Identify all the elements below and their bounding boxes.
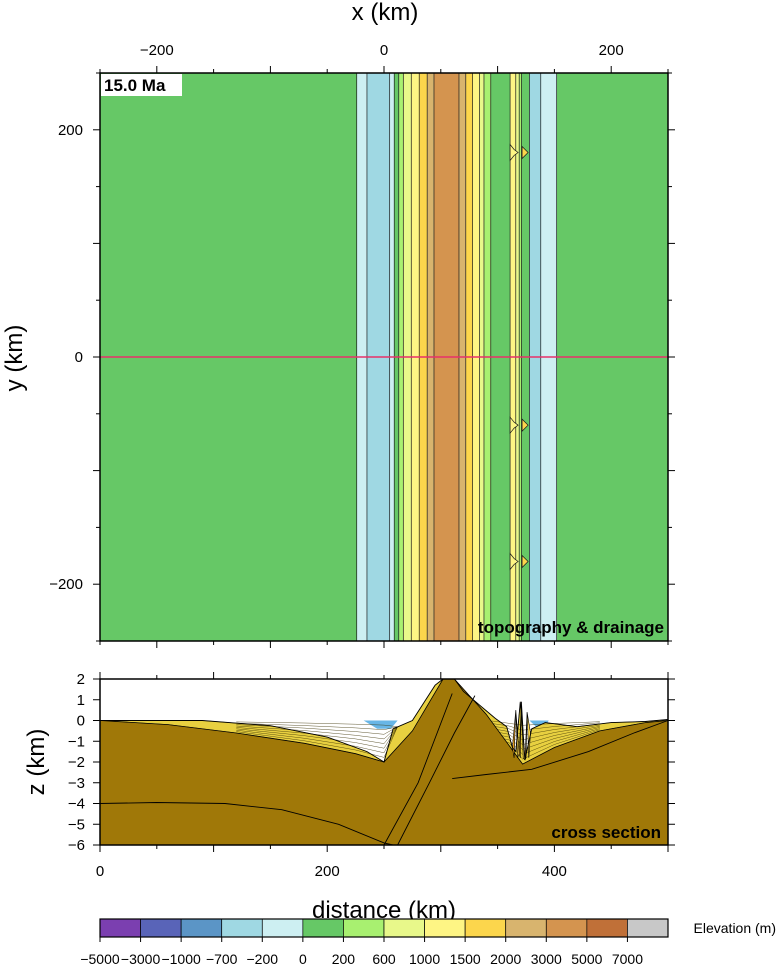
drainage-kink-0 [509, 143, 519, 162]
colorbar-tick-label-3: −700 [206, 951, 238, 966]
colorbar-swatch-5 [302, 918, 344, 938]
drainage-kink-1 [509, 416, 519, 435]
colorbar-tick-label-7: 600 [372, 951, 396, 966]
colorbar-swatch-8 [424, 918, 466, 938]
colorbar: −5000 −3000 −1000 −700 −200 0 200 600 1000 1500 20… [80, 918, 669, 966]
map-y-axis-title: y (km) [1, 325, 28, 392]
cross-section-title: cross section [551, 823, 661, 842]
moho-line-left [99, 802, 394, 846]
xs-y-tick-label-3: −1 [68, 733, 85, 750]
colorbar-swatch-9 [464, 918, 507, 938]
surface-line [100, 678, 669, 763]
colorbar-tick-label-1: −3000 [121, 951, 161, 966]
map-x-tick-label-1: 0 [380, 42, 388, 59]
xs-y-tick-label-1: 1 [77, 692, 85, 709]
colorbar-tick-label-2: −1000 [161, 951, 201, 966]
map-x-tick-label-2: 200 [599, 42, 624, 59]
colorbar-tick-label-0: −5000 [80, 951, 120, 966]
colorbar-swatch-12 [586, 918, 628, 938]
fault-outer [397, 695, 476, 846]
xs-y-tick-label-6: −4 [68, 796, 85, 813]
xs-y-tick-label-0: 2 [77, 671, 85, 688]
map-y-tick-label-1: 0 [75, 349, 83, 366]
strata-left-1 [236, 721, 398, 727]
time-label: 15.0 Ma [104, 76, 166, 95]
colorbar-tick-label-13: 7000 [612, 951, 643, 966]
colorbar-tick-label-9: 1500 [450, 951, 481, 966]
water-body-left [363, 720, 398, 729]
colorbar-tick-label-4: −200 [247, 951, 279, 966]
colorbar-swatch-11 [545, 918, 588, 938]
cross-section-panel: 0 200 400 2 1 0 −1 −2 −3 −4 −5 −6 z (km) cross sect… [23, 671, 675, 924]
map-x-tick-label-0: −200 [140, 42, 174, 59]
xs-y-tick-label-7: −5 [68, 816, 85, 833]
xs-y-tick-label-8: −6 [68, 837, 85, 854]
map-x-axis-title: x (km) [352, 0, 419, 26]
drainage-kink-b-0 [521, 145, 529, 160]
peak-facet-2 [518, 701, 522, 758]
strata-right-6 [491, 727, 600, 750]
strata-left-2 [236, 723, 398, 730]
colorbar-tick-label-8: 1000 [409, 951, 440, 966]
colorbar-swatch-13 [627, 918, 669, 938]
xs-y-tick-label-4: −2 [68, 754, 85, 771]
map-left-tick-labels: 200 0 −200 [49, 122, 83, 593]
xs-x-tick-label-0: 0 [96, 863, 104, 880]
colorbar-label: Elevation (m) [694, 920, 776, 936]
drainage-kink-b-1 [521, 418, 529, 433]
fault-inner [383, 693, 453, 846]
colorbar-tick-label-6: 200 [332, 951, 356, 966]
cross-section-ticks: 0 200 400 2 1 0 −1 −2 −3 −4 −5 −6 [68, 671, 675, 880]
colorbar-swatch-10 [505, 918, 547, 938]
colorbar-tick-label-12: 5000 [571, 951, 602, 966]
strata-left-5 [236, 726, 398, 744]
colorbar-swatch-0 [99, 918, 141, 938]
colorbar-swatch-3 [221, 918, 263, 938]
map-panel-title: topography & drainage [478, 618, 664, 637]
map-frame-ticks [93, 66, 675, 648]
drainage-kink-2 [509, 552, 519, 571]
map-panel: x (km) −200 0 200 y (km) 2000−200 15.0 Ma … [1, 0, 675, 648]
xs-x-tick-label-2: 400 [542, 863, 567, 880]
strata-left-6 [236, 726, 398, 749]
map-y-tick-label-2: −200 [49, 576, 83, 593]
time-label-box [101, 74, 182, 96]
colorbar-tick-label-10: 2000 [490, 951, 521, 966]
cross-section-layers [99, 678, 669, 846]
colorbar-swatch-7 [383, 918, 425, 938]
strata-left-3 [236, 724, 398, 735]
xs-y-tick-label-2: 0 [77, 713, 85, 730]
colorbar-tick-label-5: 0 [299, 951, 307, 966]
map-top-tick-labels: −200 0 200 [140, 42, 624, 59]
colorbar-swatch-2 [180, 918, 223, 938]
moho-line-right [452, 720, 669, 780]
xs-x-tick-label-1: 200 [315, 863, 340, 880]
peak-facet-5 [526, 712, 531, 758]
strata-left-4 [236, 725, 398, 740]
map-y-tick-label-0: 200 [58, 122, 83, 139]
peak-facet-0 [512, 710, 517, 758]
colorbar-swatch-6 [343, 918, 385, 938]
colorbar-tick-label-11: 3000 [531, 951, 562, 966]
drainage-kink-b-2 [521, 554, 529, 569]
strata-left-8 [236, 726, 398, 758]
cross-section-y-axis-title: z (km) [23, 729, 50, 796]
xs-y-tick-label-5: −3 [68, 775, 85, 792]
colorbar-swatch-1 [140, 918, 182, 938]
colorbar-swatch-4 [261, 918, 304, 938]
